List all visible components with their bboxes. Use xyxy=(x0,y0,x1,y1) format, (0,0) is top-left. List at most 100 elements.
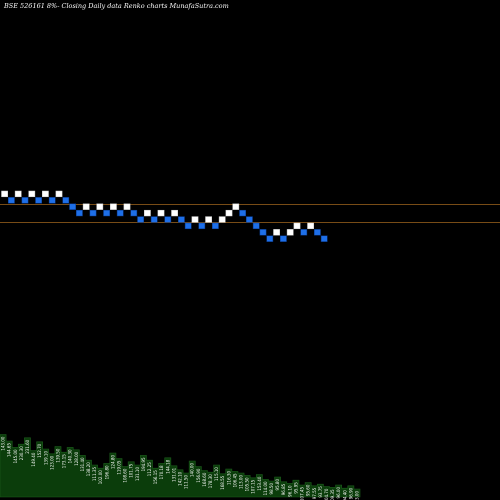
renko-brick-down xyxy=(21,197,29,204)
volume-histogram xyxy=(0,434,361,498)
volume-label: 97.55 xyxy=(312,487,317,499)
renko-brick-down xyxy=(266,235,274,242)
volume-label: 114.00 xyxy=(263,481,268,495)
volume-label: 131.01 xyxy=(171,467,176,481)
volume-label: 173.15 xyxy=(62,454,67,468)
renko-brick-down xyxy=(62,197,70,204)
renko-brick-up xyxy=(82,203,90,210)
volume-label: 139.10 xyxy=(43,451,48,465)
volume-label: 101.75 xyxy=(129,463,134,477)
volume-label: 104.70 xyxy=(324,488,329,500)
renko-brick-up xyxy=(144,209,151,217)
renko-brick-up xyxy=(191,216,199,223)
renko-brick-down xyxy=(164,216,172,223)
renko-brick-down xyxy=(130,209,138,217)
volume-label: 109.35 xyxy=(330,489,335,500)
renko-brick-down xyxy=(69,203,76,210)
renko-brick-down xyxy=(116,209,124,217)
volume-label: 139.50 xyxy=(55,448,60,462)
renko-brick-down xyxy=(252,222,260,230)
volume-label: 107.15 xyxy=(251,479,256,493)
volume-label: 138.20 xyxy=(86,462,91,476)
renko-brick-down xyxy=(280,235,287,242)
volume-label: 143.00 xyxy=(1,436,6,450)
volume-label: 112.25 xyxy=(147,462,152,476)
renko-brick-down xyxy=(76,209,83,217)
volume-label: 93.00 xyxy=(354,491,359,500)
renko-brick-down xyxy=(184,222,192,230)
renko-brick-down xyxy=(314,229,321,236)
renko-brick-down xyxy=(300,229,308,236)
volume-label: 116.30 xyxy=(226,471,231,485)
volume-label: 140.00 xyxy=(190,463,195,477)
volume-label: 178.30 xyxy=(208,474,213,488)
volume-label: 93.75 xyxy=(318,486,323,498)
renko-brick-up xyxy=(307,222,314,230)
volume-label: 96.85 xyxy=(281,483,286,495)
renko-brick-up xyxy=(171,209,178,217)
volume-label: 144.65 xyxy=(7,443,12,457)
volume-label: 230.30 xyxy=(19,446,24,460)
volume-label: 95.60 xyxy=(306,484,311,496)
volume-label: 168.55 xyxy=(220,475,225,489)
volume-label: 113.00 xyxy=(239,475,244,489)
renko-brick-up xyxy=(1,190,8,198)
volume-label: 145.00 xyxy=(13,449,18,463)
renko-brick-up xyxy=(293,222,301,230)
renko-brick-up xyxy=(286,229,294,236)
renko-brick-down xyxy=(89,209,97,217)
renko-brick-up xyxy=(55,190,63,198)
renko-brick-up xyxy=(205,216,212,223)
volume-label: 119.05 xyxy=(117,460,122,474)
renko-brick-up xyxy=(123,203,131,210)
renko-brick-down xyxy=(150,216,158,223)
volume-label: 105.50 xyxy=(245,477,250,491)
renko-brick-down xyxy=(8,197,15,204)
volume-label: 131.40 xyxy=(80,457,85,471)
chart-title: BSE 526161 8%- Closing Daily data Renko … xyxy=(4,2,229,10)
renko-brick-up xyxy=(218,216,226,223)
volume-label: 152.70 xyxy=(37,443,42,457)
renko-brick-down xyxy=(137,216,144,223)
renko-brick-down xyxy=(178,216,185,223)
volume-label: 196.80 xyxy=(104,465,109,479)
renko-brick-down xyxy=(239,209,246,217)
volume-label: 131.10 xyxy=(135,467,140,481)
volume-label: 111.50 xyxy=(184,475,189,489)
renko-brick-down xyxy=(259,229,267,236)
renko-brick-up xyxy=(232,203,240,210)
volume-label: 153.40 xyxy=(257,476,262,490)
volume-label: 96.10 xyxy=(287,485,292,497)
renko-brick-up xyxy=(225,209,233,217)
volume-label: 124.80 xyxy=(110,455,115,469)
volume-label: 231.60 xyxy=(25,439,30,453)
volume-label: 140.30 xyxy=(68,449,73,463)
volume-label: 123.00 xyxy=(49,455,54,469)
renko-brick-up xyxy=(14,190,22,198)
volume-label: 95.95 xyxy=(293,482,298,494)
volume-label: 168.60 xyxy=(202,472,207,486)
renko-brick-up xyxy=(273,229,280,236)
volume-label: 128.00 xyxy=(74,451,79,465)
renko-brick-up xyxy=(42,190,49,198)
volume-label: 98.50 xyxy=(269,483,274,495)
renko-brick-down xyxy=(212,222,219,230)
renko-brick-up xyxy=(110,203,117,210)
renko-bricks xyxy=(1,190,328,242)
volume-label: 194.95 xyxy=(141,457,146,471)
volume-label: 94.40 xyxy=(342,490,347,500)
volume-label: 149.40 xyxy=(31,452,36,466)
volume-label: 156.90 xyxy=(196,468,201,482)
volume-label: 106.45 xyxy=(232,473,237,487)
volume-label: 102.00 xyxy=(98,470,103,484)
volume-labels: 143.00 144.65 145.00 230.30 231.60149.40152.… xyxy=(1,436,360,500)
renko-brick-down xyxy=(103,209,110,217)
volume-label: 96.90 xyxy=(348,487,353,499)
volume-label: 115.10 xyxy=(214,467,219,481)
volume-label: 107.45 xyxy=(300,487,305,500)
renko-brick-down xyxy=(48,197,56,204)
renko-brick-down xyxy=(320,235,328,242)
volume-label: 96.00 xyxy=(336,487,341,499)
